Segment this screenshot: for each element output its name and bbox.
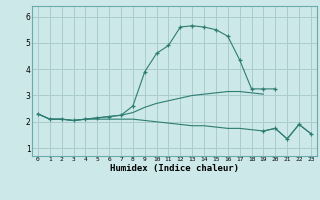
X-axis label: Humidex (Indice chaleur): Humidex (Indice chaleur)	[110, 164, 239, 173]
